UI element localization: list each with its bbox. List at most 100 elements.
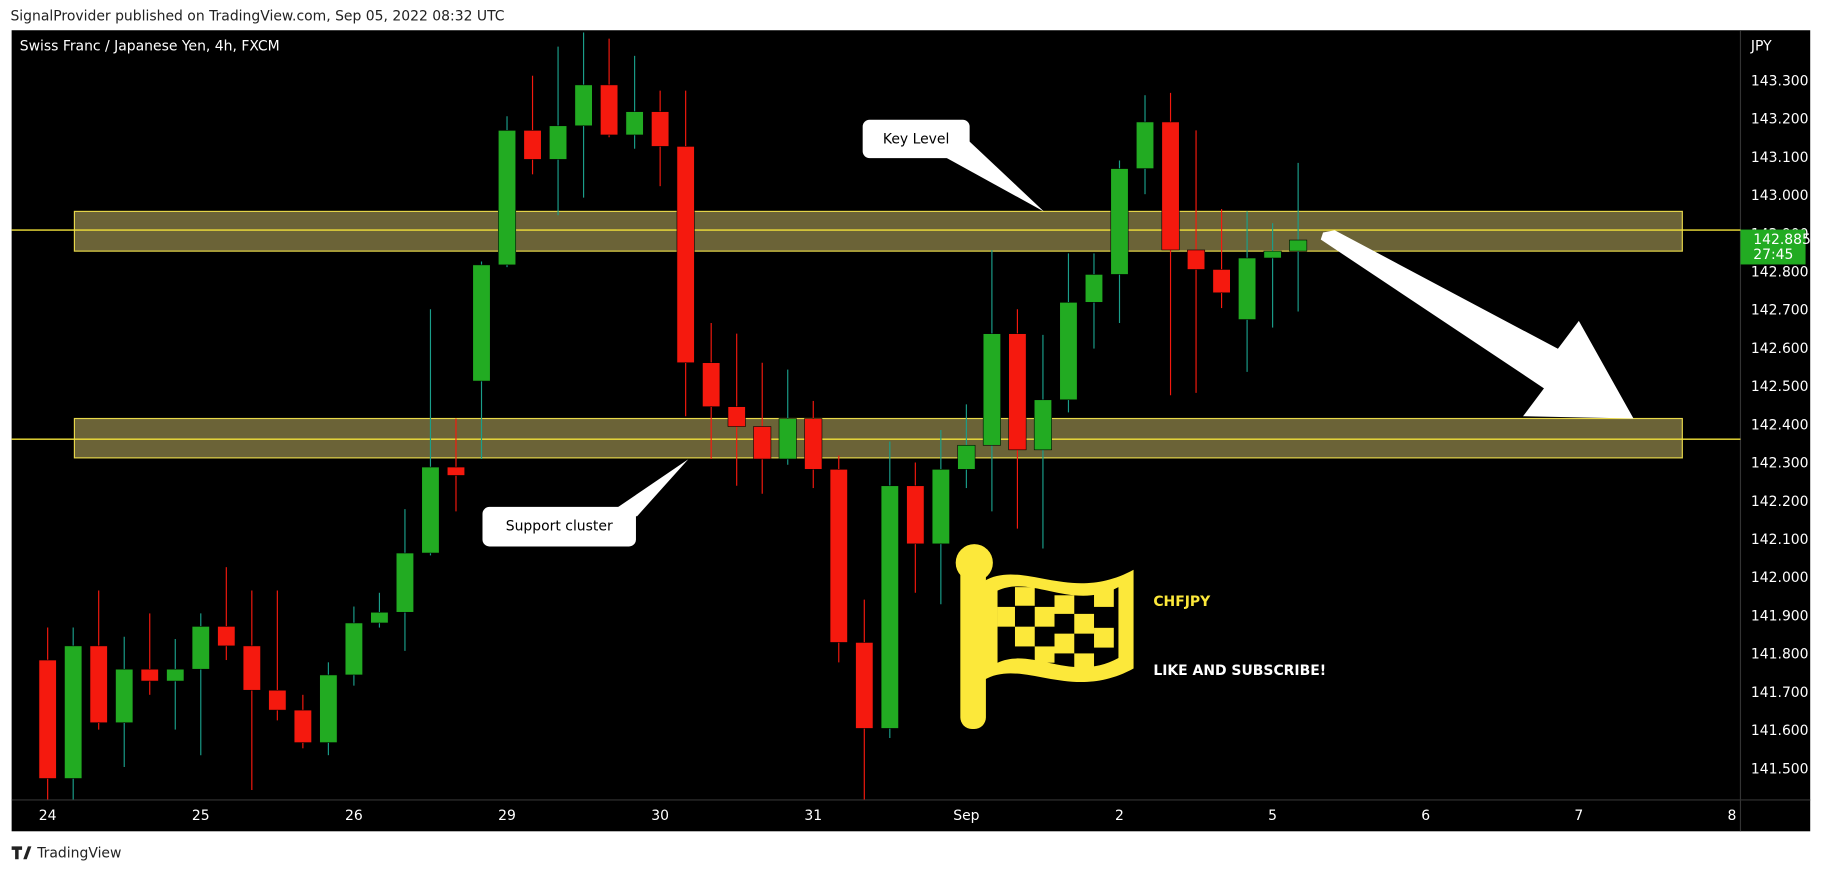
candle-body bbox=[906, 485, 925, 545]
candle-body bbox=[753, 426, 772, 460]
tv-logo bbox=[11, 846, 32, 860]
candle-body bbox=[140, 668, 159, 682]
callout-box bbox=[482, 506, 636, 547]
candle-body bbox=[1136, 121, 1155, 169]
chart-title: Swiss Franc / Japanese Yen, 4h, FXCM bbox=[20, 39, 280, 55]
currency: JPY bbox=[1750, 39, 1772, 55]
y-tick-label: 141.900 bbox=[1751, 608, 1809, 624]
candle-body bbox=[446, 466, 465, 476]
candle-body bbox=[804, 418, 823, 470]
candle-body bbox=[1084, 274, 1103, 303]
x-tick-label: 6 bbox=[1421, 808, 1430, 824]
candle-body bbox=[166, 668, 185, 682]
arrow bbox=[1320, 230, 1634, 419]
y-tick-label: 143.100 bbox=[1751, 150, 1809, 166]
candle-body bbox=[370, 611, 389, 624]
candle-body bbox=[115, 668, 134, 723]
callout-box bbox=[862, 119, 970, 159]
x-tick-label: 26 bbox=[345, 808, 363, 824]
x-tick-label: Sep bbox=[953, 808, 979, 824]
candle-body bbox=[1059, 302, 1078, 401]
cta-text: LIKE AND SUBSCRIBE! bbox=[1153, 663, 1326, 679]
x-tick-label: 24 bbox=[39, 808, 57, 824]
candle-body bbox=[498, 130, 517, 266]
candle-body bbox=[293, 709, 312, 743]
candle-body bbox=[344, 622, 363, 676]
y-tick-label: 141.500 bbox=[1751, 761, 1809, 777]
callout-text: Support cluster bbox=[506, 519, 613, 535]
x-tick-label: 29 bbox=[498, 808, 516, 824]
y-tick-label: 142.400 bbox=[1751, 417, 1809, 433]
candle-body bbox=[1033, 399, 1052, 451]
candle-body bbox=[191, 626, 210, 670]
candle-body bbox=[38, 659, 57, 779]
candle-body bbox=[982, 333, 1001, 446]
candle-body bbox=[1289, 239, 1308, 252]
candle-body bbox=[829, 469, 848, 643]
candle-body bbox=[319, 674, 338, 743]
chart-area bbox=[11, 30, 1811, 832]
flag-icon bbox=[955, 544, 1134, 729]
y-tick-label: 142.100 bbox=[1751, 532, 1809, 548]
symbol-text: CHFJPY bbox=[1153, 594, 1211, 610]
x-tick-label: 30 bbox=[651, 808, 669, 824]
candle-body bbox=[1161, 121, 1180, 251]
zone bbox=[73, 210, 1683, 252]
candle-body bbox=[1263, 250, 1282, 259]
candle-body bbox=[64, 645, 83, 779]
y-tick-label: 143.000 bbox=[1751, 188, 1809, 204]
candle-body bbox=[217, 626, 236, 647]
y-tick-label: 141.600 bbox=[1751, 723, 1809, 739]
candle-body bbox=[625, 111, 644, 136]
candle-body bbox=[1187, 249, 1206, 270]
y-tick-label: 142.700 bbox=[1751, 303, 1809, 319]
candle-body bbox=[574, 84, 593, 127]
candle-body bbox=[268, 689, 287, 711]
x-tick-label: 31 bbox=[804, 808, 822, 824]
last-price-tag bbox=[1740, 229, 1806, 265]
candle-body bbox=[395, 552, 414, 613]
candle-body bbox=[472, 264, 491, 382]
candle-body bbox=[855, 642, 874, 729]
candle-body bbox=[1110, 168, 1129, 275]
callout-text: Key Level bbox=[883, 132, 950, 148]
y-tick-label: 142.600 bbox=[1751, 341, 1809, 357]
candle-body bbox=[676, 146, 695, 364]
zone bbox=[73, 417, 1683, 459]
candle-body bbox=[600, 84, 619, 136]
countdown-label: 27:45 bbox=[1753, 247, 1793, 263]
publisher: SignalProvider published on TradingView.… bbox=[10, 8, 504, 24]
y-tick-label: 141.800 bbox=[1751, 647, 1809, 663]
candle-body bbox=[523, 130, 542, 160]
x-tick-label: 5 bbox=[1268, 808, 1277, 824]
candle-body bbox=[651, 111, 670, 147]
y-tick-label: 143.300 bbox=[1751, 73, 1809, 89]
candle-body bbox=[727, 406, 746, 427]
x-tick-label: 25 bbox=[192, 808, 210, 824]
candle-body bbox=[1008, 333, 1027, 451]
y-tick-label: 142.800 bbox=[1751, 265, 1809, 281]
candle-body bbox=[421, 466, 440, 554]
candle-body bbox=[702, 362, 721, 407]
y-tick-label: 143.200 bbox=[1751, 112, 1809, 128]
y-tick-label: 142.200 bbox=[1751, 494, 1809, 510]
footer-brand: TradingView bbox=[36, 845, 121, 861]
y-tick-label: 142.000 bbox=[1751, 570, 1809, 586]
x-tick-label: 7 bbox=[1574, 808, 1583, 824]
x-tick-label: 2 bbox=[1115, 808, 1124, 824]
candle-body bbox=[880, 485, 899, 729]
candle-body bbox=[957, 444, 976, 470]
last-price-label: 142.885 bbox=[1753, 232, 1811, 248]
candle-body bbox=[89, 645, 108, 723]
callout-pointer bbox=[604, 459, 689, 517]
candle-body bbox=[931, 469, 950, 545]
candle-body bbox=[242, 645, 261, 691]
candle-body bbox=[549, 125, 568, 160]
x-tick-label: 8 bbox=[1728, 808, 1737, 824]
candle-body bbox=[778, 418, 797, 460]
y-tick-label: 142.500 bbox=[1751, 379, 1809, 395]
candle-body bbox=[1238, 257, 1257, 320]
y-tick-label: 141.700 bbox=[1751, 685, 1809, 701]
candle-body bbox=[1212, 269, 1231, 294]
